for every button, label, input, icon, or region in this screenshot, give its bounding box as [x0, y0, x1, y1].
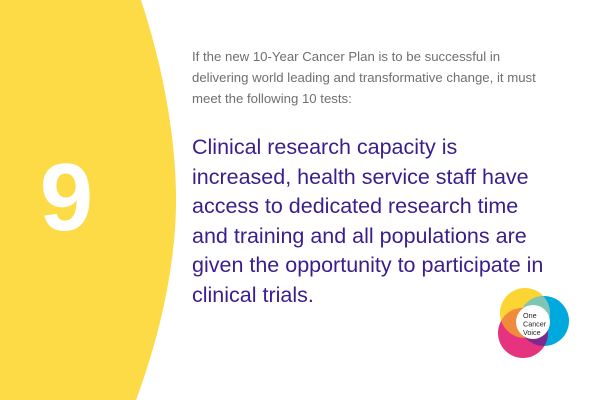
- test-statement: Clinical research capacity is increased,…: [192, 135, 544, 307]
- logo-center-disc: [516, 305, 550, 339]
- logo-text-line2: Cancer: [523, 320, 547, 329]
- one-cancer-voice-logo: One Cancer Voice: [492, 283, 576, 367]
- logo-text-line3: Voice: [523, 328, 541, 337]
- content-column: If the new 10-Year Cancer Plan is to be …: [192, 46, 544, 310]
- test-number: 9: [39, 144, 93, 251]
- intro-paragraph: If the new 10-Year Cancer Plan is to be …: [192, 49, 536, 106]
- logo-text-line1: One: [523, 311, 537, 320]
